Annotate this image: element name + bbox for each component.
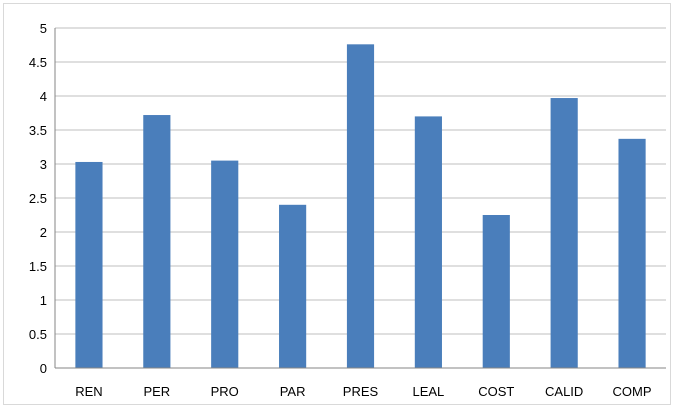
x-category-label-calid: CALID [545,384,583,399]
x-category-labels: REN PER PRO PAR PRES LEAL COST CALID COMP [75,384,651,399]
y-tick-labels: 0 0.5 1 1.5 2 2.5 3 3.5 4 4.5 5 [29,21,47,376]
bar-comp [618,138,646,368]
x-category-label-par: PAR [280,384,306,399]
bar-ren [75,161,103,368]
bar-pro [211,160,239,368]
y-tick-label-10: 5 [40,21,47,36]
bar-pres [346,44,375,368]
bar-per [143,115,171,368]
x-category-label-ren: REN [75,384,102,399]
y-tick-label-5: 2.5 [29,191,47,206]
y-tick-label-3: 1.5 [29,259,47,274]
x-category-label-pro: PRO [211,384,239,399]
y-tick-label-8: 4 [40,89,47,104]
bar-calid [550,98,578,368]
y-tick-label-1: 0.5 [29,327,47,342]
x-category-label-leal: LEAL [412,384,444,399]
bar-leal [414,116,442,369]
x-category-label-per: PER [143,384,170,399]
bar-cost [482,215,510,368]
axes [54,28,666,369]
y-tick-label-0: 0 [40,361,47,376]
y-tick-label-4: 2 [40,225,47,240]
y-tick-label-9: 4.5 [29,55,47,70]
bars [75,44,646,369]
x-category-label-cost: COST [478,384,514,399]
y-tick-label-7: 3.5 [29,123,47,138]
y-tick-label-2: 1 [40,293,47,308]
x-category-label-pres: PRES [343,384,379,399]
y-tick-label-6: 3 [40,157,47,172]
bar-par [279,204,307,368]
x-category-label-comp: COMP [613,384,652,399]
